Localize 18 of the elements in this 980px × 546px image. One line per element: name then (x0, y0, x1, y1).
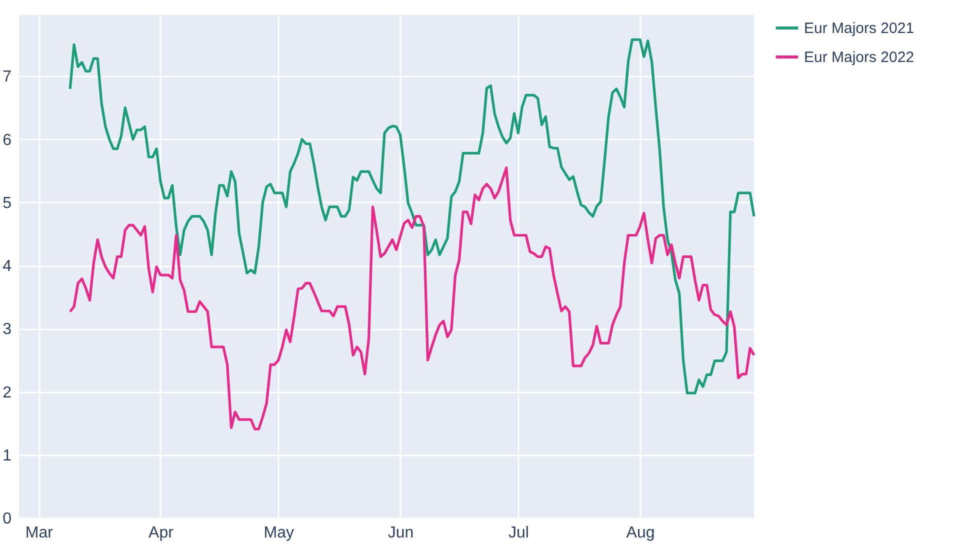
y-tick-label: 5 (2, 194, 12, 212)
y-tick-label: 6 (2, 132, 12, 149)
x-tick-label: Jun (388, 524, 414, 542)
x-tick-label: Apr (148, 524, 174, 542)
y-tick-label: 4 (2, 258, 12, 276)
line-series (68, 166, 756, 430)
y-tick-label: 7 (2, 68, 12, 86)
y-tick-label: 2 (2, 384, 12, 402)
y-tick-label: 1 (2, 447, 12, 464)
y-tick-label: 0 (2, 510, 12, 528)
y-tick-label: 3 (2, 321, 12, 338)
line-series (68, 38, 756, 394)
x-tick-label: Mar (25, 524, 54, 542)
x-tick-label: Jul (508, 524, 529, 542)
legend-label: Eur Majors 2021 (804, 20, 914, 37)
x-tick-label: Aug (626, 524, 655, 542)
legend-label: Eur Majors 2022 (804, 49, 914, 66)
x-tick-label: May (264, 524, 294, 542)
